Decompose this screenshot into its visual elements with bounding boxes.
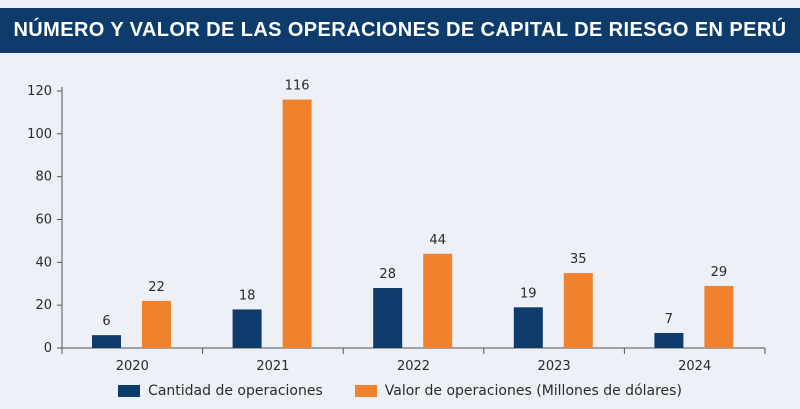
data-label-count-2023: 19 xyxy=(520,286,537,301)
bar-value-2021 xyxy=(282,99,312,348)
y-tick-label: 40 xyxy=(35,255,52,270)
chart-title: NÚMERO Y VALOR DE LAS OPERACIONES DE CAP… xyxy=(13,19,787,41)
x-tick-label: 2020 xyxy=(116,359,149,374)
y-tick-label: 80 xyxy=(35,170,52,185)
data-label-value-2022: 44 xyxy=(429,233,446,248)
x-tick-label: 2023 xyxy=(538,359,571,374)
data-label-value-2024: 29 xyxy=(711,265,728,280)
legend-label-value: Valor de operaciones (Millones de dólare… xyxy=(384,383,682,399)
legend-item-count: Cantidad de operaciones xyxy=(118,383,323,399)
bar-value-2024 xyxy=(704,285,734,348)
data-label-count-2021: 18 xyxy=(239,288,256,303)
legend-item-value: Valor de operaciones (Millones de dólare… xyxy=(354,383,682,399)
y-tick-label: 100 xyxy=(27,127,52,142)
x-tick-label: 2024 xyxy=(678,359,711,374)
data-label-value-2021: 116 xyxy=(285,79,310,94)
data-label-value-2020: 22 xyxy=(148,280,165,295)
bar-value-2023 xyxy=(563,273,593,348)
bar-value-2020 xyxy=(142,300,171,348)
y-tick-label: 60 xyxy=(35,213,52,228)
legend-swatch-value xyxy=(354,385,377,397)
x-tick-label: 2022 xyxy=(397,359,430,374)
y-tick-label: 0 xyxy=(44,341,52,356)
legend: Cantidad de operaciones Valor de operaci… xyxy=(0,380,800,402)
data-label-value-2023: 35 xyxy=(570,252,587,267)
bar-count-2022 xyxy=(373,288,403,348)
x-tick-label: 2021 xyxy=(256,359,289,374)
bar-count-2021 xyxy=(232,309,262,348)
legend-swatch-count xyxy=(118,385,141,397)
data-label-count-2022: 28 xyxy=(379,267,396,282)
bar-count-2023 xyxy=(513,307,543,348)
chart-title-bar: NÚMERO Y VALOR DE LAS OPERACIONES DE CAP… xyxy=(0,8,800,53)
y-tick-label: 20 xyxy=(35,298,52,313)
bar-count-2024 xyxy=(654,333,684,348)
data-label-count-2024: 7 xyxy=(665,312,673,327)
bar-count-2020 xyxy=(92,335,121,348)
legend-label-count: Cantidad de operaciones xyxy=(148,383,323,399)
y-tick-label: 120 xyxy=(27,84,52,99)
bar-value-2022 xyxy=(423,253,453,348)
data-label-count-2020: 6 xyxy=(102,314,110,329)
